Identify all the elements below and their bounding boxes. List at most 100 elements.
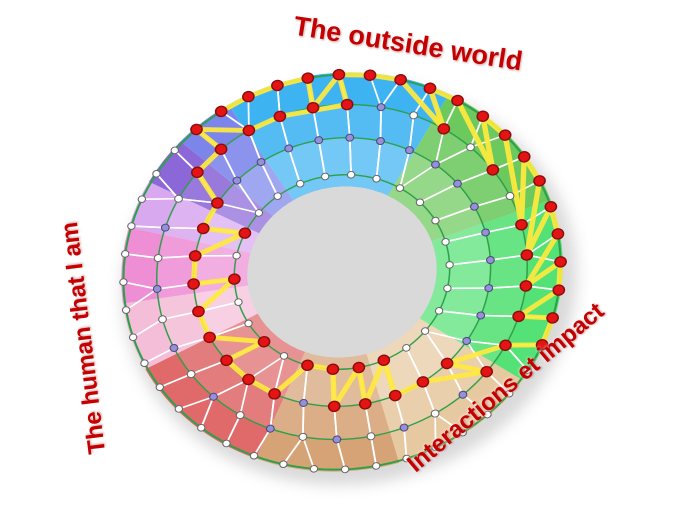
red-node xyxy=(196,222,210,235)
red-node xyxy=(358,398,372,410)
spoke-line xyxy=(131,225,166,229)
spoke-line xyxy=(125,288,158,311)
sector-red-salmon xyxy=(145,313,305,459)
red-node xyxy=(340,98,354,111)
red-node xyxy=(228,273,241,285)
red-node xyxy=(242,90,255,103)
red-node xyxy=(394,74,407,86)
node-ring-1 xyxy=(476,311,486,320)
node-ring-0 xyxy=(443,284,452,293)
spoke-line xyxy=(260,161,279,197)
sector-pink-light xyxy=(122,285,258,370)
node-ring-1 xyxy=(232,176,242,185)
node-ring-1 xyxy=(469,202,479,211)
red-node xyxy=(440,357,454,370)
red-node xyxy=(214,105,228,118)
node-ring-3 xyxy=(121,306,131,314)
red-node xyxy=(554,256,567,268)
spoke-line xyxy=(348,137,352,175)
spoke-line xyxy=(141,197,179,200)
red-node xyxy=(273,110,287,123)
node-ring-3 xyxy=(483,410,492,419)
red-node xyxy=(301,359,314,372)
spoke-line xyxy=(236,180,260,214)
red-node xyxy=(363,69,377,81)
red-node xyxy=(515,218,528,231)
spoke-line xyxy=(123,281,158,290)
spoke-line xyxy=(302,436,315,470)
node-ring-2 xyxy=(399,423,409,432)
node-ring-3 xyxy=(197,423,206,432)
red-node xyxy=(327,400,341,413)
node-ring-0 xyxy=(279,352,289,360)
spoke-line xyxy=(408,115,415,151)
spoke-line xyxy=(449,259,491,266)
node-ring-3 xyxy=(127,222,136,230)
red-node xyxy=(190,166,204,179)
red-node xyxy=(499,339,512,352)
spoke-line xyxy=(419,182,458,203)
node-ring-1 xyxy=(299,398,308,407)
node-ring-3 xyxy=(309,464,319,473)
node-ring-0 xyxy=(320,172,330,181)
node-ring-3 xyxy=(152,169,161,178)
node-ring-3 xyxy=(340,465,350,474)
red-node xyxy=(533,175,546,187)
node-ring-3 xyxy=(119,278,128,286)
spoke-line xyxy=(399,163,437,189)
node-ring-3 xyxy=(140,359,149,367)
node-ring-2 xyxy=(265,424,275,433)
node-ring-2 xyxy=(153,254,163,263)
spoke-line xyxy=(273,355,285,395)
red-node xyxy=(451,94,464,107)
red-node xyxy=(512,310,526,323)
node-ring-1 xyxy=(376,137,385,146)
node-ring-0 xyxy=(372,174,381,183)
spoke-line xyxy=(209,322,249,339)
spoke-line xyxy=(424,330,467,342)
spoke-line xyxy=(144,347,175,364)
node-ring-0 xyxy=(415,198,425,207)
node-ring-2 xyxy=(466,143,475,152)
red-node xyxy=(535,339,549,351)
red-node xyxy=(242,124,256,137)
node-ring-0 xyxy=(244,319,253,328)
spoke-line xyxy=(225,414,241,444)
node-ring-1 xyxy=(462,336,472,345)
node-ring-2 xyxy=(158,315,167,324)
node-ring-3 xyxy=(505,389,514,398)
node-ring-2 xyxy=(366,432,376,441)
node-ring-0 xyxy=(441,238,450,246)
red-node xyxy=(552,284,566,296)
spoke-line xyxy=(247,355,285,381)
node-ring-0 xyxy=(402,344,411,352)
sector-green-medium xyxy=(387,94,551,242)
node-ring-1 xyxy=(314,136,324,145)
spoke-line xyxy=(336,439,346,470)
node-ring-2 xyxy=(505,192,515,201)
node-ring-0 xyxy=(254,209,264,217)
spoke-line xyxy=(403,427,408,459)
spoke-line xyxy=(282,436,304,465)
spoke-line xyxy=(438,310,481,317)
node-ring-2 xyxy=(160,223,170,232)
red-node xyxy=(517,151,531,163)
node-ring-2 xyxy=(332,435,342,444)
red-node xyxy=(437,123,451,135)
node-ring-1 xyxy=(431,160,440,169)
spoke-line xyxy=(466,340,506,347)
sector-periwinkle xyxy=(180,104,294,216)
red-node xyxy=(544,200,558,213)
spoke-line xyxy=(424,330,448,364)
red-node xyxy=(188,250,202,262)
node-ring-1 xyxy=(256,158,266,167)
spoke-line xyxy=(399,149,411,189)
node-ring-2 xyxy=(376,103,386,112)
node-ring-0 xyxy=(234,298,243,306)
red-node xyxy=(520,249,534,261)
spoke-line xyxy=(434,412,464,434)
node-ring-3 xyxy=(155,383,165,391)
red-node xyxy=(498,129,512,141)
node-ring-3 xyxy=(458,428,467,437)
spoke-line xyxy=(317,140,327,177)
